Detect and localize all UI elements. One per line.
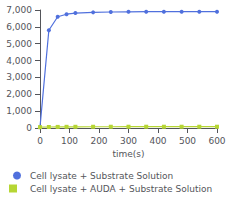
svg-text:3,000: 3,000 <box>6 72 32 82</box>
svg-text:600: 600 <box>208 136 225 146</box>
svg-text:4,000: 4,000 <box>6 56 32 66</box>
svg-text:200: 200 <box>90 136 107 146</box>
svg-text:0: 0 <box>37 136 43 146</box>
svg-text:500: 500 <box>179 136 196 146</box>
svg-text:300: 300 <box>120 136 137 146</box>
svg-text:1,000: 1,000 <box>6 106 32 116</box>
svg-text:Cell lysate + Substrate Soluti: Cell lysate + Substrate Solution <box>30 171 173 181</box>
svg-text:2,000: 2,000 <box>6 89 32 99</box>
svg-text:Cell lysate + AUDA + Substrate: Cell lysate + AUDA + Substrate Solution <box>30 184 212 194</box>
svg-text:time(s): time(s) <box>112 149 144 159</box>
svg-text:400: 400 <box>149 136 166 146</box>
svg-text:6,000: 6,000 <box>6 22 32 32</box>
svg-text:7,000: 7,000 <box>6 5 32 15</box>
svg-text:0: 0 <box>26 123 32 133</box>
svg-text:100: 100 <box>61 136 78 146</box>
svg-text:5,000: 5,000 <box>6 39 32 49</box>
